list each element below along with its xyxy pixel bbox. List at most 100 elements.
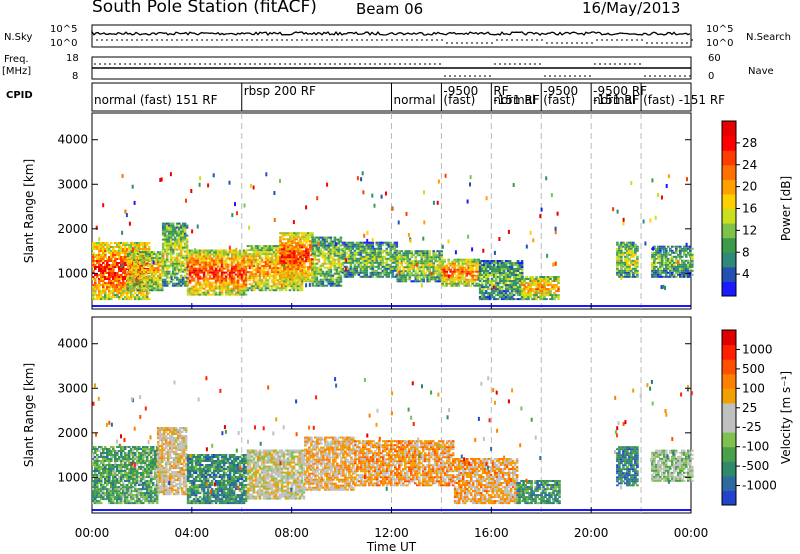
data-cell (319, 268, 323, 271)
data-cell (653, 253, 656, 256)
data-cell (298, 283, 302, 286)
data-cell (478, 272, 482, 274)
data-cell (457, 266, 460, 269)
data-cell (402, 254, 406, 257)
data-cell (622, 261, 625, 264)
data-cell (379, 253, 383, 256)
data-cell (317, 260, 321, 263)
data-cell (369, 257, 373, 260)
data-cell (343, 245, 347, 248)
data-cell (426, 256, 429, 259)
data-cell (379, 267, 383, 270)
data-cell (177, 270, 181, 273)
data-cell (618, 257, 621, 260)
data-cell (194, 289, 198, 292)
data-cell (232, 257, 236, 260)
data-cell (104, 242, 107, 244)
data-cell (200, 265, 204, 268)
data-cell (406, 260, 410, 263)
data-cell (232, 267, 236, 270)
data-cell (196, 277, 200, 280)
data-cell (126, 287, 130, 290)
data-cell (618, 263, 621, 266)
data-cell (665, 267, 668, 270)
data-cell (266, 255, 270, 258)
data-cell (473, 270, 476, 273)
data-cell (533, 288, 536, 291)
data-cell (430, 264, 433, 267)
data-cell (208, 283, 212, 286)
data-cell (367, 253, 371, 256)
data-cell (529, 288, 532, 291)
data-cell (309, 246, 312, 249)
data-cell (553, 296, 556, 299)
data-cell (339, 278, 343, 281)
data-cell (337, 284, 341, 287)
data-cell (192, 257, 196, 260)
data-cell (260, 279, 264, 282)
data-cell (632, 243, 635, 246)
data-cell (190, 285, 194, 288)
data-cell (299, 242, 302, 245)
data-cell (198, 287, 202, 290)
data-cell (192, 269, 196, 272)
nsky-trace (91, 29, 691, 37)
data-cell (214, 257, 218, 260)
data-cell (286, 265, 290, 268)
data-cell (303, 272, 306, 275)
data-cell (323, 248, 327, 251)
data-cell (500, 298, 504, 301)
data-cell (440, 252, 443, 255)
data-cell (653, 247, 656, 250)
data-cell (533, 280, 536, 282)
data-cell (367, 261, 371, 264)
data-cell (343, 265, 347, 268)
data-cell (161, 232, 165, 235)
data-cell (414, 256, 418, 259)
data-cell (436, 274, 439, 277)
data-cell (473, 264, 476, 267)
data-cell (226, 277, 230, 280)
data-cell (628, 259, 631, 262)
data-cell (252, 277, 256, 280)
data-cell (108, 264, 111, 266)
data-cell (305, 270, 308, 273)
data-cell (347, 247, 351, 250)
data-cell (339, 262, 343, 265)
data-cell (357, 257, 361, 260)
data-cell (624, 261, 627, 264)
data-cell (325, 276, 329, 279)
data-cell (301, 236, 304, 239)
data-cell (250, 257, 254, 260)
data-cell (325, 246, 329, 249)
data-cell (428, 258, 431, 261)
data-cell (121, 266, 125, 268)
data-cell (453, 266, 456, 269)
data-cell (100, 298, 103, 301)
data-cell (185, 256, 189, 259)
data-cell (264, 287, 268, 290)
data-cell (475, 284, 478, 287)
data-cell (341, 261, 345, 264)
data-cell (186, 283, 190, 286)
data-cell (395, 273, 399, 276)
data-cell (173, 228, 177, 231)
data-cell (465, 284, 468, 287)
data-cell (144, 281, 148, 284)
data-cell (541, 296, 544, 299)
data-cell (290, 245, 294, 248)
data-cell (125, 244, 129, 246)
data-cell (327, 246, 331, 249)
data-cell (110, 250, 113, 252)
data-cell (430, 276, 433, 279)
data-cell (514, 290, 518, 293)
data-cell (311, 274, 315, 277)
data-cell (618, 243, 621, 246)
data-cell (98, 260, 101, 262)
data-cell (321, 244, 325, 247)
data-cell (236, 269, 240, 272)
data-cell (274, 261, 278, 264)
data-cell (120, 284, 123, 287)
data-cell (321, 264, 325, 267)
data-cell (108, 280, 111, 282)
